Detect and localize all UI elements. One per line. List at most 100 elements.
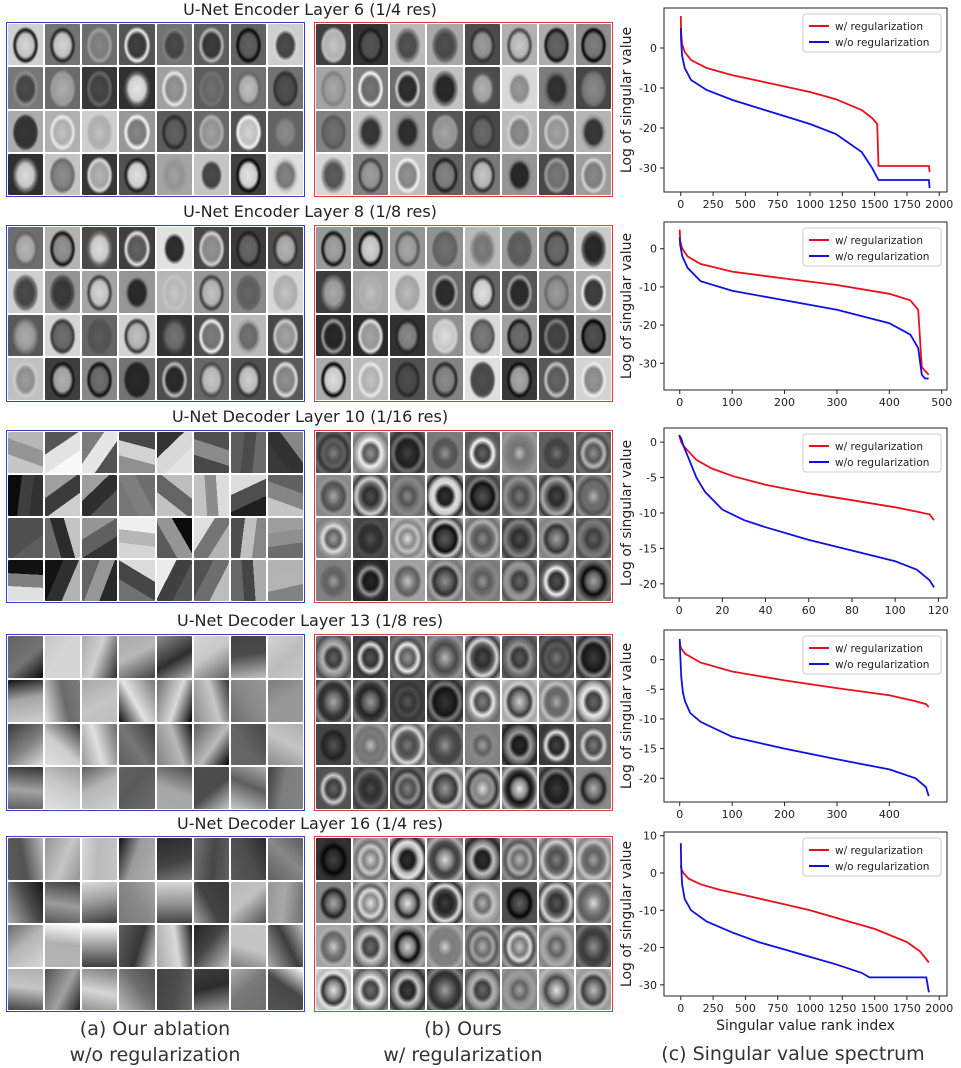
feature-map-tile — [193, 679, 229, 722]
ablation-feature-grid — [6, 430, 305, 603]
feature-map-tile — [230, 432, 266, 473]
feature-map-tile — [82, 24, 118, 66]
feature-map-tile — [501, 679, 537, 722]
legend: w/ regularization w/o regularization — [802, 13, 942, 53]
feature-map-tile — [8, 968, 44, 1010]
feature-map-tile — [575, 153, 611, 195]
feature-map-tile — [45, 517, 81, 559]
feature-map-tile — [82, 314, 118, 357]
feature-map-tile — [464, 838, 500, 880]
feature-map-tile — [119, 560, 155, 601]
feature-map-tile — [230, 67, 266, 109]
feature-map-tile — [538, 517, 574, 559]
feature-map-tile — [267, 227, 303, 269]
y-axis-label: Log of singular value — [619, 440, 635, 586]
feature-map-tile — [82, 358, 118, 400]
feature-map-tile — [8, 723, 44, 766]
feature-map-tile — [427, 767, 463, 809]
feature-map-tile — [501, 838, 537, 880]
y-tick-label: 10 — [643, 830, 657, 843]
feature-map-tile — [575, 767, 611, 809]
feature-map-tile — [316, 968, 352, 1010]
feature-map-tile — [82, 881, 118, 923]
feature-map-tile — [538, 636, 574, 678]
x-tick-label: 300 — [826, 396, 847, 409]
feature-map-tile — [427, 110, 463, 152]
feature-map-tile — [119, 679, 155, 722]
feature-map-tile — [575, 881, 611, 923]
feature-map-tile — [8, 153, 44, 195]
feature-map-tile — [45, 723, 81, 766]
y-tick-label: -30 — [639, 979, 657, 992]
feature-map-tile — [464, 432, 500, 473]
layer-title: U-Net Encoder Layer 8 (1/8 res) — [183, 202, 437, 221]
feature-map-tile — [427, 881, 463, 923]
feature-map-tile — [464, 153, 500, 195]
feature-map-tile — [353, 968, 389, 1010]
feature-map-tile — [8, 636, 44, 678]
feature-map-tile — [156, 968, 192, 1010]
series-line-w-reg — [678, 229, 930, 376]
x-tick-label: 500 — [735, 1002, 756, 1015]
legend-box — [802, 227, 942, 267]
caption-a: (a) Our ablation w/o regularization — [0, 1016, 310, 1068]
feature-map-tile — [193, 474, 229, 516]
y-tick-label: -20 — [639, 122, 657, 135]
feature-map-tile — [230, 679, 266, 722]
feature-map-tile — [45, 560, 81, 601]
feature-map-tile — [82, 968, 118, 1010]
feature-map-tile — [156, 881, 192, 923]
feature-map-tile — [267, 24, 303, 66]
x-tick-label: 0 — [676, 808, 683, 821]
feature-map-tile — [82, 723, 118, 766]
feature-map-tile — [230, 517, 266, 559]
feature-map-tile — [538, 838, 574, 880]
feature-map-tile — [538, 679, 574, 722]
y-axis-label: Log of singular value — [619, 841, 635, 987]
feature-map-tile — [119, 314, 155, 357]
feature-map-tile — [390, 314, 426, 357]
x-tick-label: 400 — [879, 396, 900, 409]
feature-map-tile — [267, 432, 303, 473]
feature-map-tile — [501, 636, 537, 678]
feature-map-tile — [575, 925, 611, 967]
feature-map-tile — [427, 67, 463, 109]
feature-map-tile — [267, 968, 303, 1010]
feature-map-tile — [45, 636, 81, 678]
feature-map-tile — [538, 314, 574, 357]
feature-map-tile — [230, 636, 266, 678]
feature-map-tile — [230, 110, 266, 152]
feature-map-tile — [8, 560, 44, 601]
feature-map-tile — [575, 723, 611, 766]
x-tick-label: 100 — [722, 396, 743, 409]
feature-map-tile — [119, 767, 155, 809]
y-tick-label: -20 — [639, 578, 657, 591]
feature-map-tile — [575, 474, 611, 516]
feature-map-tile — [390, 838, 426, 880]
feature-map-tile — [230, 474, 266, 516]
feature-map-tile — [156, 227, 192, 269]
feature-map-tile — [45, 838, 81, 880]
feature-map-tile — [230, 24, 266, 66]
ablation-feature-grid — [6, 22, 305, 197]
legend-label: w/o regularization — [835, 37, 929, 49]
feature-map-tile — [538, 881, 574, 923]
feature-map-tile — [82, 560, 118, 601]
feature-map-tile — [156, 270, 192, 313]
feature-map-tile — [390, 925, 426, 967]
feature-map-tile — [119, 517, 155, 559]
feature-map-tile — [82, 432, 118, 473]
series-line-w-reg — [679, 865, 930, 964]
feature-map-tile — [353, 838, 389, 880]
feature-map-tile — [353, 925, 389, 967]
feature-map-tile — [230, 270, 266, 313]
feature-map-tile — [82, 110, 118, 152]
y-tick-label: 0 — [650, 654, 657, 667]
x-tick-label: 1000 — [796, 198, 824, 211]
x-tick-label: 100 — [722, 808, 743, 821]
feature-map-tile — [464, 270, 500, 313]
feature-map-tile — [119, 227, 155, 269]
y-tick-label: -20 — [639, 319, 657, 332]
feature-map-tile — [464, 474, 500, 516]
feature-map-tile — [45, 474, 81, 516]
